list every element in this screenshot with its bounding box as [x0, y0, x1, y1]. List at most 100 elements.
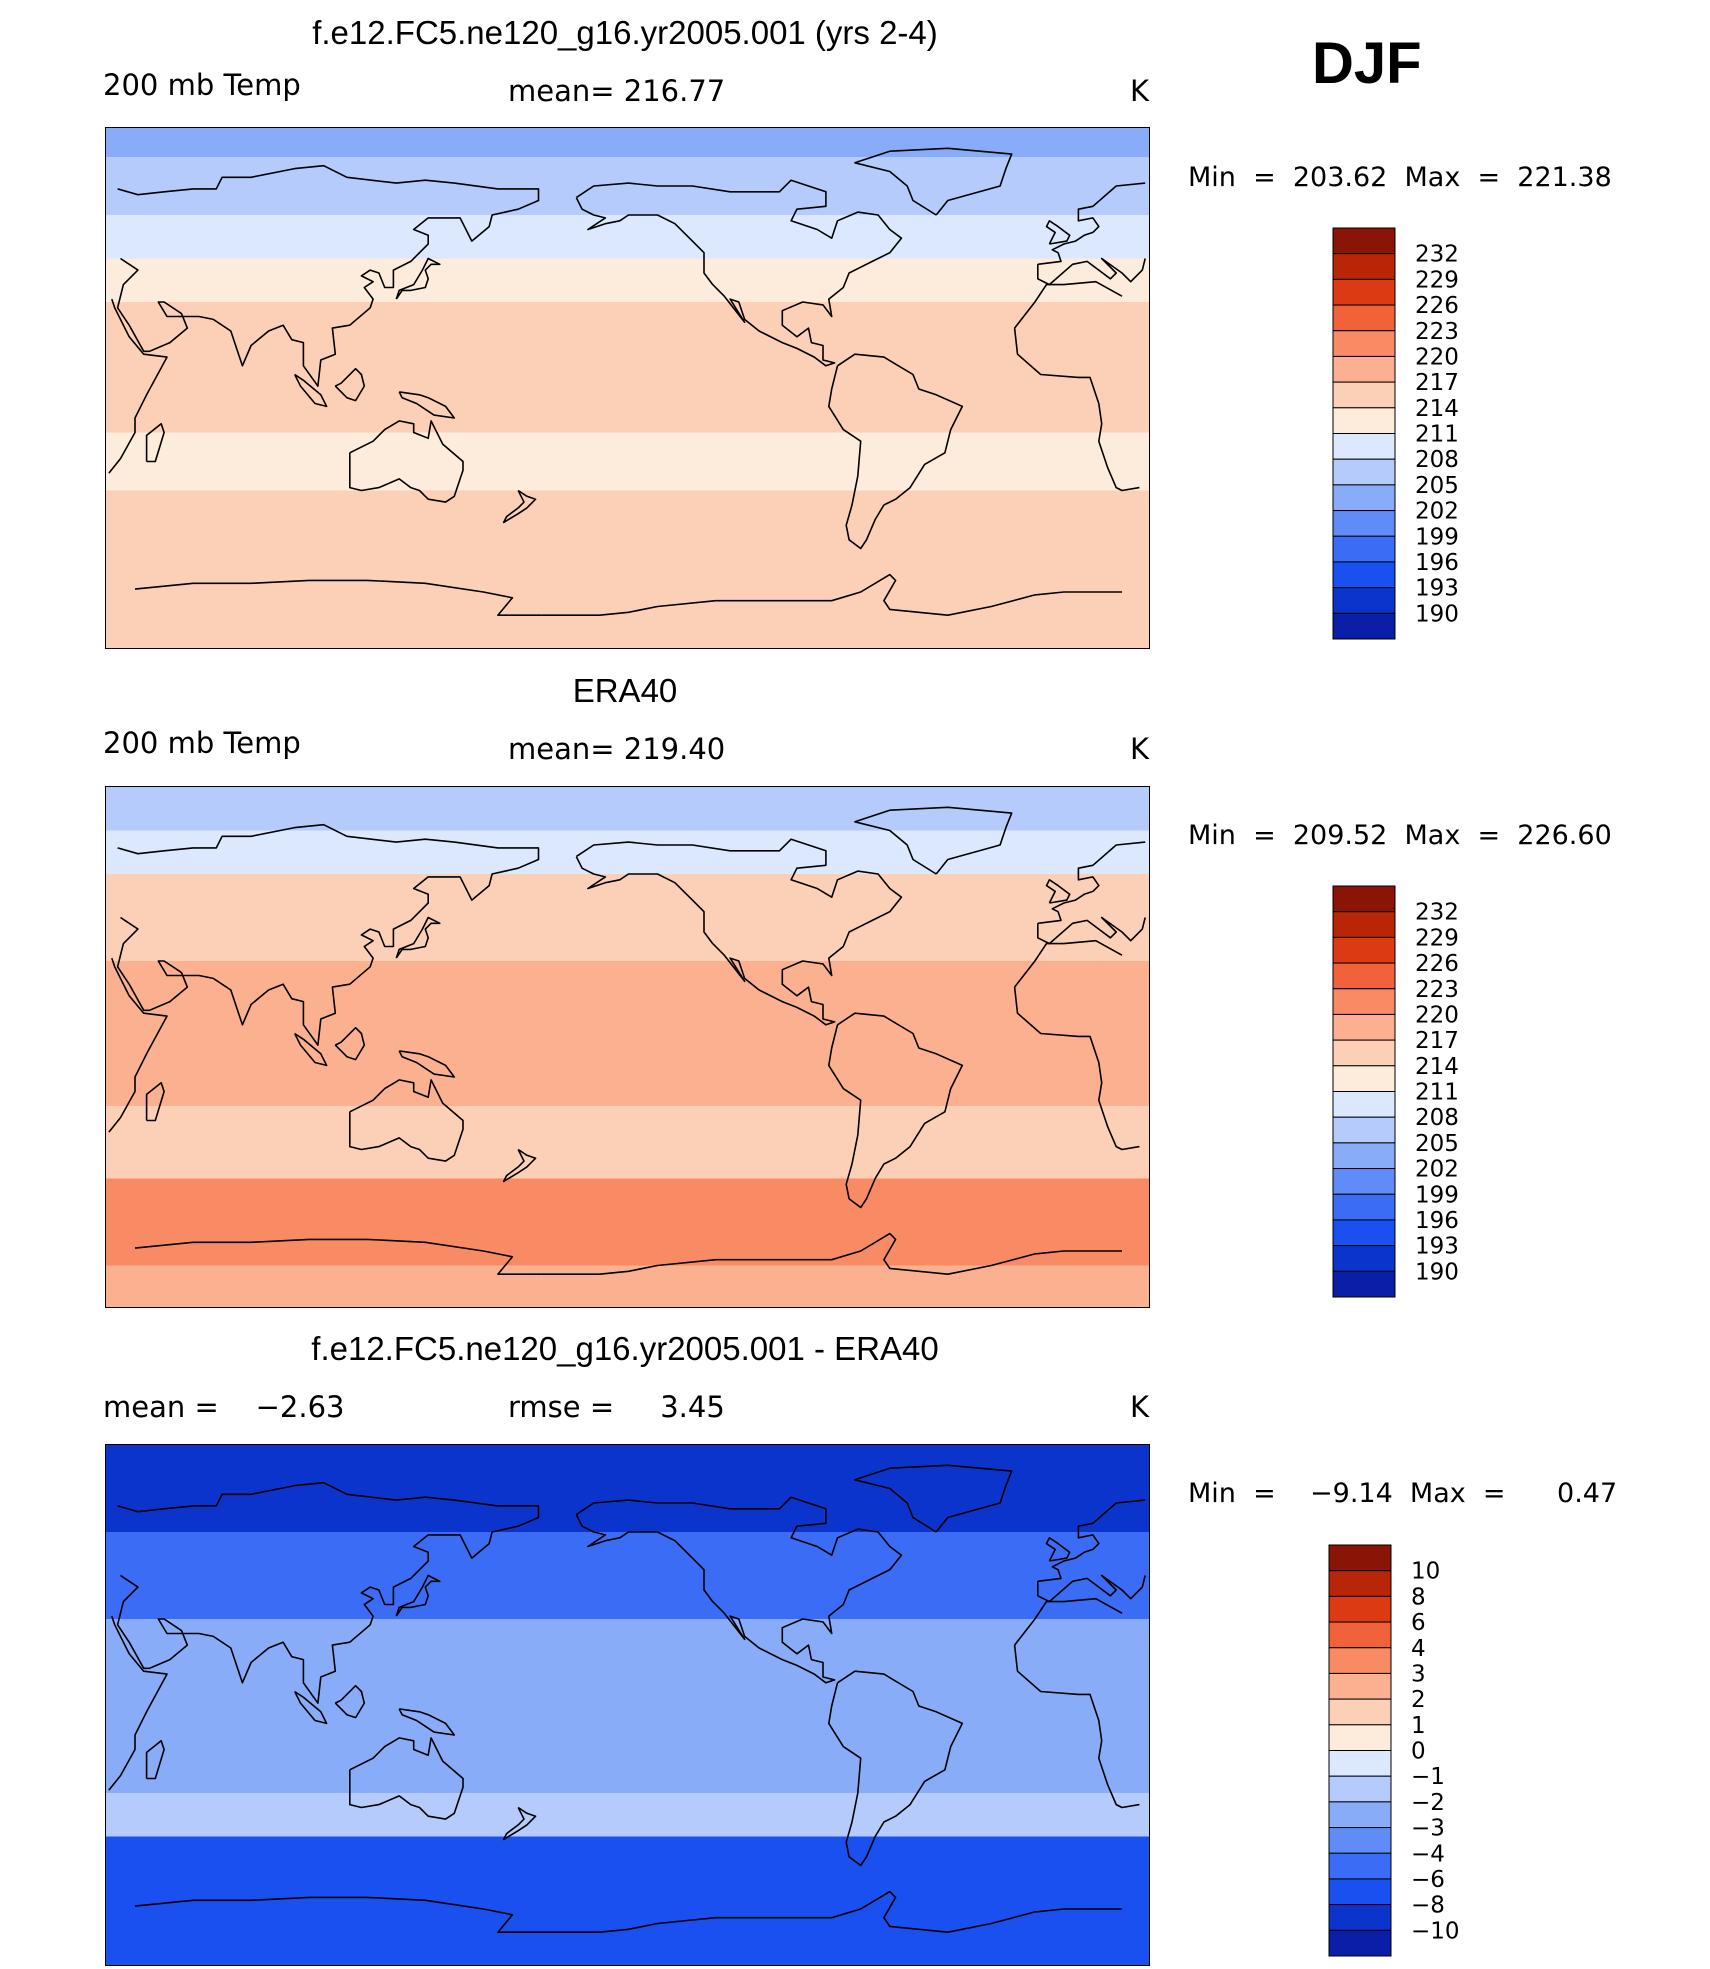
- coastline-segment: [145, 423, 165, 463]
- coastline-segment: [395, 1574, 441, 1617]
- colorbar-tick-label: 205: [1415, 1131, 1459, 1157]
- colorbar-box: [1332, 1270, 1396, 1298]
- panel-3-contour-map: [106, 1445, 1149, 1965]
- colorbar-tick-label: 202: [1415, 499, 1459, 525]
- colorbar-tick-label: 232: [1415, 242, 1459, 268]
- colorbar-box: [1332, 1116, 1396, 1144]
- colorbar-tick-label: 196: [1415, 550, 1459, 576]
- coastline-segment: [502, 1806, 537, 1841]
- zonal-band: [106, 258, 1149, 302]
- coastline-segment: [398, 391, 456, 419]
- coastline-segment: [108, 1615, 168, 1791]
- colorbar-tick-label: 2: [1411, 1687, 1426, 1713]
- coastline-segment: [145, 1082, 165, 1122]
- coastline-segment: [575, 1496, 903, 1684]
- colorbar-box: [1328, 1621, 1392, 1649]
- coastline-segment: [1045, 879, 1071, 904]
- colorbar-box: [1332, 304, 1396, 332]
- coastline-segment: [293, 373, 328, 408]
- panel-1-mean-label: mean= 216.77: [508, 74, 726, 108]
- colorbar-box: [1332, 612, 1396, 640]
- coastline-segment: [1037, 1574, 1146, 1603]
- zonal-band: [106, 157, 1149, 215]
- colorbar-box: [1332, 1142, 1396, 1170]
- colorbar-box: [1332, 433, 1396, 460]
- coastline-segment: [334, 1684, 366, 1719]
- colorbar-tick-label: 220: [1415, 344, 1459, 370]
- panel-1-colorbar: 232 229 226 223 220 217 214 211 208 205 202 199 196 1…: [1332, 227, 1459, 643]
- panel-1-units-label: K: [1130, 74, 1150, 108]
- colorbar-box: [1328, 1672, 1392, 1700]
- coastline-segment: [398, 1708, 456, 1736]
- coastline-segment: [1013, 987, 1140, 1151]
- colorbar-box: [1332, 561, 1396, 589]
- coastline-segment: [1013, 939, 1123, 988]
- colorbar-box: [1332, 227, 1396, 255]
- coastline-segment: [1037, 841, 1146, 925]
- coastline-segment: [116, 1481, 540, 1704]
- colorbar-box: [1332, 278, 1396, 306]
- panel-3-min-max: Min = −9.14 Max = 0.47: [1188, 1478, 1618, 1509]
- colorbar-tick-label: −10: [1411, 1918, 1460, 1944]
- zonal-band: [106, 1793, 1149, 1837]
- coastline-segment: [395, 916, 441, 959]
- coastline-segment: [1013, 1597, 1123, 1646]
- colorbar-box: [1332, 1091, 1396, 1118]
- coastline-segment: [108, 957, 168, 1133]
- colorbar-box: [1328, 1544, 1392, 1572]
- colorbar-box: [1332, 1168, 1396, 1195]
- colorbar-tick-label: 229: [1415, 267, 1459, 293]
- coastline-segment: [1013, 328, 1140, 492]
- panel-1-contour-map: [106, 128, 1149, 648]
- coastline-segment: [1037, 182, 1146, 266]
- colorbar-tick-label: 190: [1415, 601, 1459, 627]
- zonal-band: [106, 1106, 1149, 1179]
- panel-2-map: [105, 786, 1150, 1308]
- colorbar-box: [1332, 1013, 1396, 1041]
- colorbar-tick-label: 211: [1415, 422, 1459, 448]
- colorbar-tick-label: 199: [1415, 524, 1459, 550]
- coastline-segment: [575, 838, 903, 1026]
- colorbar-tick-label: −1: [1411, 1764, 1445, 1790]
- colorbar-box: [1328, 1904, 1392, 1931]
- zonal-band: [106, 1894, 1149, 1965]
- colorbar-box: [1332, 535, 1396, 563]
- zonal-band: [106, 787, 1149, 831]
- coastline-segment: [1037, 257, 1146, 286]
- zonal-band: [106, 490, 1149, 648]
- season-label: DJF: [1312, 31, 1422, 96]
- coastline-segment: [116, 823, 540, 1046]
- panel-2-variable-label: 200 mb Temp: [103, 726, 301, 760]
- colorbar-box: [1332, 587, 1396, 614]
- zonal-band: [106, 128, 1149, 157]
- colorbar-tick-label: 193: [1415, 1234, 1459, 1260]
- panel-2-min-max: Min = 209.52 Max = 226.60: [1188, 820, 1612, 851]
- colorbar-tick-label: 232: [1415, 900, 1459, 926]
- colorbar-tick-label: −2: [1411, 1790, 1445, 1816]
- colorbar-tick-label: 196: [1415, 1208, 1459, 1234]
- colorbar-box: [1332, 885, 1396, 913]
- colorbar-box: [1328, 1878, 1392, 1906]
- colorbar-tick-label: 0: [1411, 1739, 1426, 1765]
- coastline-segment: [541, 573, 1122, 616]
- coastline-segment: [134, 1238, 542, 1275]
- coastline-segment: [854, 806, 1013, 875]
- coastline-segment: [398, 1050, 456, 1078]
- panel-1-map: [105, 127, 1150, 649]
- coastline-segment: [1037, 1499, 1146, 1583]
- coastline-segment: [828, 1012, 964, 1209]
- colorbar-tick-label: −3: [1411, 1816, 1445, 1842]
- coastline-segment: [116, 164, 540, 387]
- colorbar-tick-label: 199: [1415, 1182, 1459, 1208]
- zonal-band: [106, 830, 1149, 874]
- colorbar-box: [1332, 458, 1396, 486]
- panel-1-min-max: Min = 203.62 Max = 221.38: [1188, 162, 1612, 193]
- colorbar-tick-label: 202: [1415, 1157, 1459, 1183]
- colorbar-box: [1332, 1039, 1396, 1067]
- coastline-segment: [395, 257, 441, 300]
- coastline-segment: [134, 579, 542, 616]
- panel-2-units-label: K: [1130, 732, 1150, 766]
- coastlines: [108, 1464, 1146, 1933]
- panel-2-title: ERA40: [572, 672, 678, 709]
